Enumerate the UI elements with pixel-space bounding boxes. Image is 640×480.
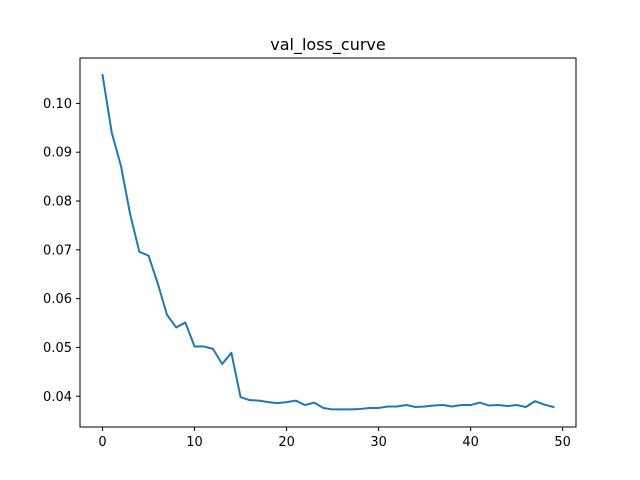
x-tick-label: 10 (186, 435, 203, 450)
x-axis: 0 10 20 30 40 50 (98, 427, 571, 450)
y-tick-label: 0.04 (43, 390, 72, 405)
x-tick-label: 30 (370, 435, 387, 450)
series-line (101, 73, 555, 411)
y-tick-label: 0.08 (43, 195, 72, 210)
y-tick-label: 0.09 (43, 146, 72, 161)
x-tick-label: 0 (98, 435, 106, 450)
x-tick-label: 50 (554, 435, 571, 450)
plot-frame (79, 57, 577, 428)
y-axis: 0.04 0.05 0.06 0.07 0.08 0.09 0.10 (43, 97, 80, 405)
y-tick-label: 0.10 (43, 97, 72, 112)
y-tick-label: 0.06 (43, 292, 72, 307)
x-tick-label: 20 (278, 435, 295, 450)
series-layer (101, 73, 555, 411)
x-tick-label: 40 (462, 435, 479, 450)
y-tick-label: 0.07 (43, 243, 72, 258)
chart-title: val_loss_curve (270, 35, 385, 55)
y-tick-label: 0.05 (43, 341, 72, 356)
